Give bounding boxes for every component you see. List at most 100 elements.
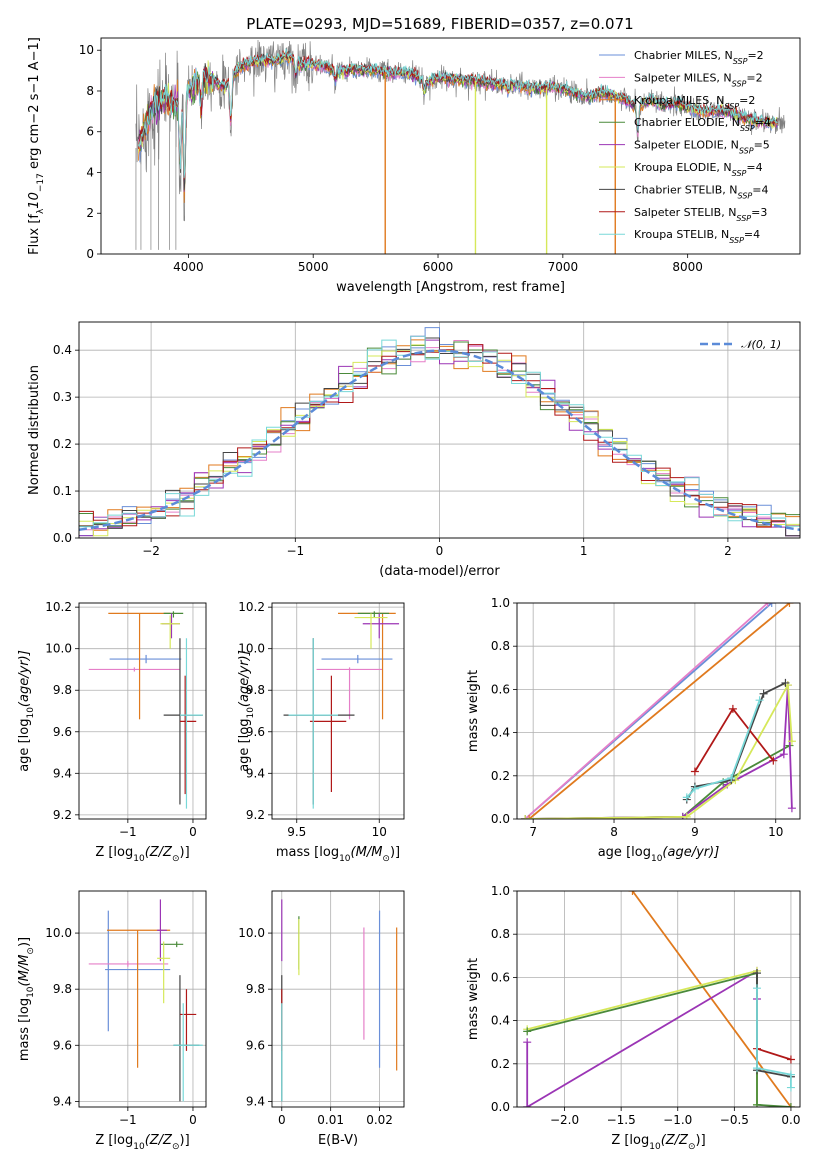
x-tick-label: 0.01 — [317, 1113, 344, 1127]
x-tick-label: 0.02 — [366, 1113, 393, 1127]
y-tick-label: 9.4 — [53, 1094, 72, 1108]
mass-weight-marker — [525, 815, 534, 819]
mass-weight-marker — [786, 1055, 795, 1064]
y-tick-label: 0.0 — [491, 812, 510, 826]
plot-area — [283, 611, 400, 809]
error-point-salpeter-stelib — [309, 675, 347, 792]
x-tick-label: −1 — [119, 825, 137, 839]
x-axis-label-part: )] — [180, 845, 190, 860]
y-axis-label-part: 10 — [26, 986, 36, 998]
error-point-kroupa-elodie — [160, 615, 180, 649]
x-tick-label: 7 — [529, 825, 537, 839]
y-axis-label-part: −1 — [27, 42, 42, 61]
legend-entry-part: Salpeter STELIB, N — [634, 206, 736, 219]
mass-weight-marker — [752, 1100, 761, 1107]
x-tick-label: −1 — [119, 1113, 137, 1127]
mass-weight-marker — [682, 793, 691, 802]
x-axis-label-part: (M/M — [351, 845, 383, 860]
legend-entry-part: =4 — [752, 183, 768, 196]
x-axis-label-part: ⊙ — [172, 854, 180, 864]
page-title: PLATE=0293, MJD=51689, FIBERID=0357, z=0… — [246, 15, 633, 33]
error-point-kroupa-stelib — [288, 638, 338, 809]
legend-entry-part: =5 — [754, 139, 770, 152]
mass-weight-line-kroupa-stelib — [756, 988, 792, 1088]
y-tick-label: 0.0 — [491, 1100, 510, 1114]
x-axis-label-part: ⊙ — [688, 1142, 696, 1152]
plot-area — [521, 603, 796, 819]
legend-entry-part: =4 — [755, 116, 771, 129]
legend-entry-part: SSP — [732, 79, 747, 88]
axes-frame — [271, 890, 405, 1108]
mass-weight-marker — [523, 1027, 532, 1036]
error-point-chabrier-miles — [321, 654, 393, 664]
mass-weight-marker — [769, 756, 778, 765]
legend-entry-part: SSP — [740, 124, 755, 133]
legend-entry-part: =2 — [739, 94, 755, 107]
legend-entry-normal: 𝒩(0, 1) — [741, 338, 781, 351]
plot-area — [523, 891, 795, 1107]
x-tick-label: 0 — [189, 825, 197, 839]
residuals-panel: −2 −1 0 1 2 0.0 0.1 0.2 0.3 0.4 (data-model)/error… — [27, 321, 801, 579]
model-line-kroupa-stelib — [138, 48, 778, 179]
mass-weight-marker — [763, 603, 772, 607]
error-point-chabrier-elodie — [163, 611, 184, 618]
x-axis-label-part: ⊙ — [382, 854, 390, 864]
y-tick-label: 9.2 — [246, 808, 265, 822]
mass-weight-marker — [767, 603, 776, 607]
x-axis-label-part: ⊙ — [172, 1142, 180, 1152]
y-axis-label-part: s — [27, 93, 42, 104]
x-tick-label: 0 — [278, 1113, 286, 1127]
axes-frame — [516, 602, 801, 820]
error-point-salpeter-miles — [88, 961, 169, 967]
x-axis-label-part: )] — [696, 1133, 706, 1148]
x-axis-label: wavelength [Angstrom, rest frame] — [336, 280, 565, 295]
axes-frame — [100, 37, 801, 255]
y-axis-label-part: −17 — [36, 173, 46, 192]
mass-weight-marker — [786, 1083, 795, 1092]
y-tick-label: 10 — [79, 43, 94, 57]
y-tick-label: 0.8 — [491, 639, 510, 653]
normal-distribution-curve — [79, 349, 800, 532]
y-tick-label: 9.4 — [246, 1094, 265, 1108]
legend-entry-part: SSP — [733, 57, 748, 66]
y-axis-label-part: A — [27, 61, 42, 74]
age-vs-metallicity-panel: −1 09.29.49.69.810.010.2Z [log10(Z/Z⊙)]ag… — [17, 600, 207, 864]
y-tick-label: 0.4 — [491, 1014, 510, 1028]
y-tick-label: 0.2 — [491, 1057, 510, 1071]
legend-entry-part: Kroupa MILES, N — [634, 94, 724, 107]
error-point-chabrier-miles — [109, 654, 182, 664]
legend-entry: Salpeter MILES, NSSP=2 — [634, 71, 763, 88]
legend-entry: Kroupa MILES, NSSP=2 — [634, 94, 755, 111]
x-tick-label: 10 — [372, 825, 387, 839]
x-axis-label: mass [log10(M/M⊙)] — [276, 845, 400, 864]
legend-entry-part: Kroupa STELIB, N — [634, 228, 729, 241]
x-axis-label-part: Z [log — [95, 845, 133, 860]
error-point-chabrier-elodie — [357, 611, 390, 618]
mass-weight-marker — [781, 678, 790, 687]
x-tick-label: −1 — [286, 544, 304, 558]
y-axis-label-part: ⊙ — [26, 947, 36, 955]
y-tick-label: 10.0 — [45, 642, 72, 656]
legend-entry: Chabrier ELODIE, NSSP=4 — [634, 116, 771, 133]
mass-vs-metallicity-panel: −1 09.49.69.810.0Z [log10(Z/Z⊙)]mass [log… — [17, 890, 207, 1152]
x-axis-label-part: 10 — [649, 1142, 661, 1152]
mass-weight-marker — [752, 1064, 761, 1073]
x-tick-label: −1.0 — [663, 1113, 692, 1127]
x-tick-label: −2.0 — [550, 1113, 579, 1127]
x-axis-label-part: 10 — [651, 854, 663, 864]
mass-weight-marker — [786, 1070, 795, 1079]
y-tick-label: 9.6 — [246, 725, 265, 739]
legend-entry: Chabrier STELIB, NSSP=4 — [634, 183, 768, 200]
y-tick-label: 2 — [86, 206, 94, 220]
y-tick-label: 9.4 — [246, 766, 265, 780]
legend-entry: Chabrier MILES, NSSP=2 — [634, 49, 764, 66]
error-point-kroupa-stelib — [173, 1003, 203, 1102]
error-point-kroupa-elodie — [354, 613, 388, 649]
mass-weight-marker — [786, 1103, 795, 1107]
y-tick-label: 10.0 — [238, 642, 265, 656]
x-axis-label-part: )] — [180, 1133, 190, 1148]
y-tick-label: 9.4 — [53, 766, 72, 780]
legend-entry: Salpeter STELIB, NSSP=3 — [634, 206, 767, 223]
plot-area — [79, 327, 800, 537]
